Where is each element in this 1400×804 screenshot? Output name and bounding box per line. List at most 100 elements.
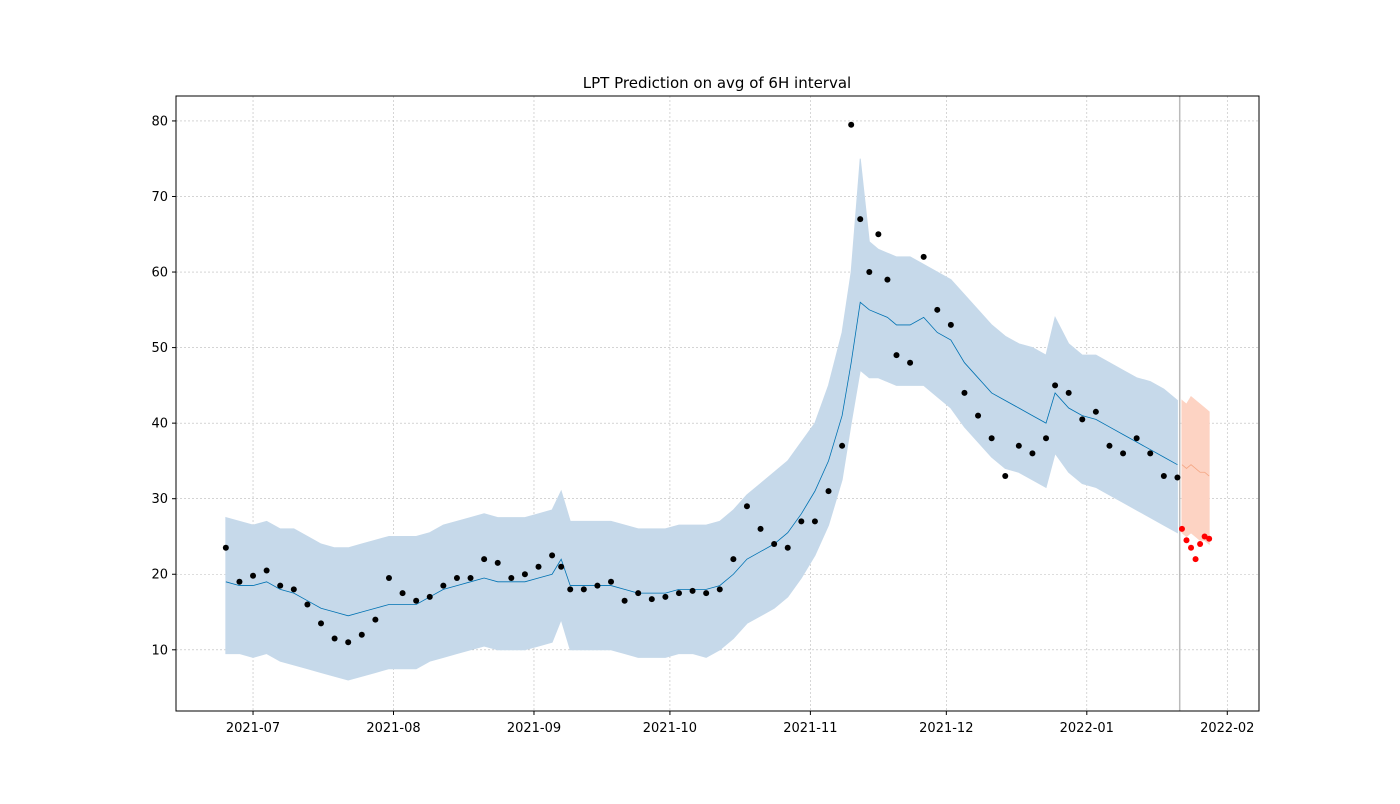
- data-point: [1188, 544, 1195, 551]
- data-point: [521, 571, 528, 578]
- data-point: [716, 586, 723, 593]
- data-point: [811, 518, 818, 525]
- data-point: [1120, 450, 1127, 457]
- data-point: [385, 575, 392, 582]
- data-point: [331, 635, 338, 642]
- data-point: [1201, 533, 1208, 540]
- data-point: [1065, 389, 1072, 396]
- y-tick-label: 40: [151, 417, 168, 432]
- x-tick-label: 2021-12: [919, 721, 973, 736]
- data-point: [277, 582, 284, 589]
- data-point: [920, 253, 927, 260]
- data-point: [263, 567, 270, 574]
- data-point: [290, 586, 297, 593]
- y-tick-label: 10: [151, 643, 168, 658]
- data-point: [1197, 541, 1204, 548]
- data-point: [1002, 473, 1009, 480]
- data-point: [1178, 525, 1185, 532]
- data-point: [947, 321, 954, 328]
- data-point: [1106, 442, 1113, 449]
- data-point: [648, 596, 655, 603]
- data-point: [730, 556, 737, 563]
- x-tick-label: 2021-11: [783, 721, 837, 736]
- data-point: [1183, 537, 1190, 544]
- data-point: [961, 389, 968, 396]
- data-point: [1192, 556, 1199, 563]
- data-point: [594, 582, 601, 589]
- forecast-line: [225, 301, 1178, 617]
- data-point: [848, 121, 855, 128]
- x-tick-label: 2021-10: [643, 721, 697, 736]
- data-point: [345, 639, 352, 646]
- data-point: [784, 544, 791, 551]
- data-point: [1174, 474, 1181, 481]
- data-point: [771, 541, 778, 548]
- data-point: [508, 575, 515, 582]
- data-point: [494, 559, 501, 566]
- uncertainty-band: [225, 158, 1178, 681]
- data-point: [1092, 408, 1099, 415]
- y-tick-label: 20: [151, 568, 168, 583]
- data-point: [975, 412, 982, 419]
- x-tick-label: 2021-09: [507, 721, 561, 736]
- y-tick-label: 50: [151, 341, 168, 356]
- data-point: [1133, 435, 1140, 442]
- data-point: [567, 586, 574, 593]
- data-point: [580, 586, 587, 593]
- data-point: [839, 442, 846, 449]
- plot-frame: [175, 95, 1260, 712]
- data-point: [884, 276, 891, 283]
- data-point: [703, 590, 710, 597]
- data-point: [743, 503, 750, 510]
- data-point: [413, 597, 420, 604]
- data-point: [934, 306, 941, 313]
- data-point: [558, 563, 565, 570]
- data-point: [608, 578, 615, 585]
- y-tick-label: 30: [151, 492, 168, 507]
- x-tick-label: 2021-07: [226, 721, 280, 736]
- data-point: [222, 544, 229, 551]
- data-point: [236, 578, 243, 585]
- x-tick-label: 2021-08: [366, 721, 420, 736]
- data-point: [893, 352, 900, 359]
- forecast-line: [1181, 464, 1210, 477]
- chart-title: LPT Prediction on avg of 6H interval: [583, 74, 851, 92]
- data-point: [1206, 535, 1213, 542]
- data-point: [798, 518, 805, 525]
- data-point: [1147, 450, 1154, 457]
- data-point: [1160, 473, 1167, 480]
- data-point: [426, 593, 433, 600]
- data-point: [825, 488, 832, 495]
- y-tick-label: 70: [151, 190, 168, 205]
- data-point: [440, 582, 447, 589]
- data-point: [318, 620, 325, 627]
- data-point: [757, 525, 764, 532]
- data-point: [875, 231, 882, 238]
- uncertainty-band: [1181, 395, 1210, 546]
- data-point: [358, 631, 365, 638]
- data-point: [549, 552, 556, 559]
- data-point: [453, 575, 460, 582]
- data-point: [988, 435, 995, 442]
- data-point: [1043, 435, 1050, 442]
- data-point: [399, 590, 406, 597]
- data-point: [304, 601, 311, 608]
- data-point: [1052, 382, 1059, 389]
- data-point: [250, 572, 257, 579]
- data-point: [675, 590, 682, 597]
- y-tick-label: 60: [151, 266, 168, 281]
- x-tick-label: 2022-02: [1200, 721, 1254, 736]
- data-point: [635, 590, 642, 597]
- data-point: [689, 587, 696, 594]
- data-point: [467, 575, 474, 582]
- data-point: [1079, 416, 1086, 423]
- data-point: [662, 593, 669, 600]
- x-tick-label: 2022-01: [1060, 721, 1114, 736]
- data-point: [907, 359, 914, 366]
- data-point: [481, 556, 488, 563]
- data-point: [372, 616, 379, 623]
- data-point: [866, 269, 873, 276]
- data-point: [857, 216, 864, 223]
- data-point: [621, 597, 628, 604]
